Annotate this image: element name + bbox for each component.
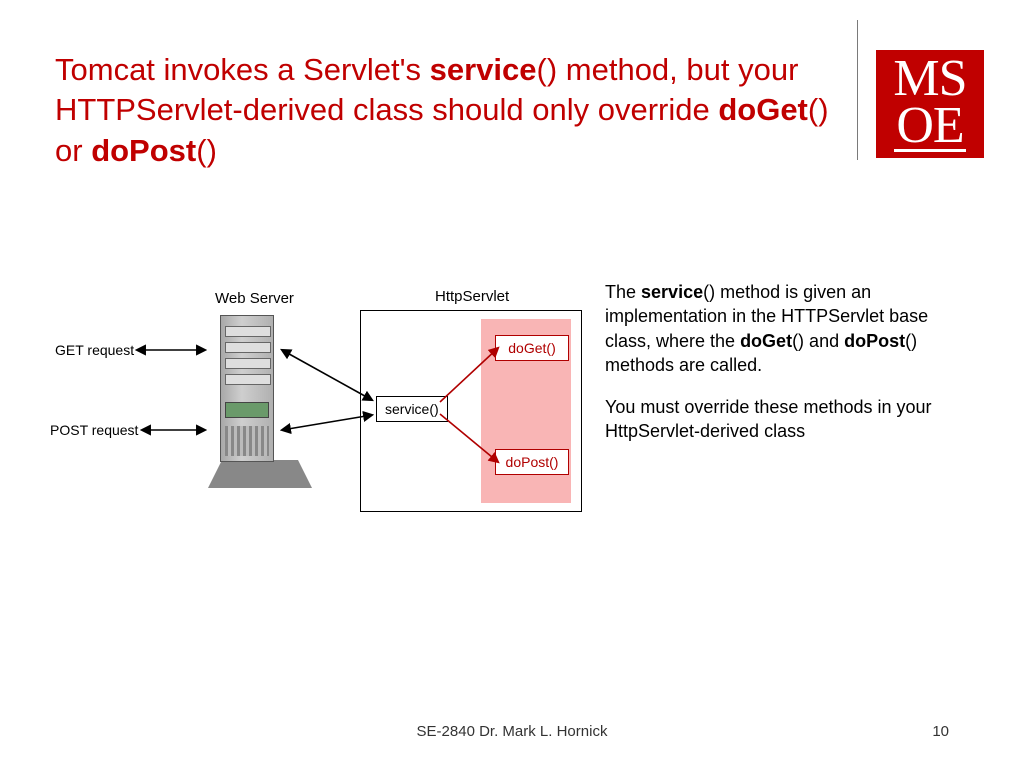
header-divider (857, 20, 858, 160)
service-method-box: service() (376, 396, 448, 422)
dopost-method-box: doPost() (495, 449, 569, 475)
logo-line1: MS (893, 56, 966, 103)
server-tower-base (208, 460, 312, 488)
msoe-logo: MS OE (876, 50, 984, 158)
server-tower-icon (220, 315, 274, 462)
logo-line2: OE (894, 103, 965, 153)
title-bold-3: doPost (91, 133, 196, 168)
get-request-label: GET request (55, 342, 134, 358)
post-request-label: POST request (50, 422, 138, 438)
title-bold-2: doGet (718, 92, 808, 127)
slide: Tomcat invokes a Servlet's service() met… (0, 0, 1024, 768)
arrow-get-to-srv (282, 350, 372, 400)
title-bold-1: service (430, 52, 537, 87)
doget-method-box: doGet() (495, 335, 569, 361)
web-server-label: Web Server (215, 290, 294, 307)
http-servlet-label: HttpServlet (435, 288, 509, 305)
slide-title: Tomcat invokes a Servlet's service() met… (55, 50, 857, 171)
explanation-para-1: The service() method is given an impleme… (605, 280, 955, 377)
servlet-diagram: Web Server HttpServlet GET request POST … (60, 280, 590, 525)
title-text-1: Tomcat invokes a Servlet's (55, 52, 430, 87)
footer-page-number: 10 (932, 723, 949, 740)
arrow-post-to-srv (282, 415, 372, 430)
explanation-para-2: You must override these methods in your … (605, 395, 955, 444)
title-text-4: () (196, 133, 217, 168)
header-row: Tomcat invokes a Servlet's service() met… (55, 50, 984, 171)
explanation-text: The service() method is given an impleme… (605, 280, 955, 462)
logo-text: MS OE (893, 56, 966, 153)
http-servlet-box: service() doGet() doPost() (360, 310, 582, 512)
footer-author: SE-2840 Dr. Mark L. Hornick (0, 723, 1024, 740)
